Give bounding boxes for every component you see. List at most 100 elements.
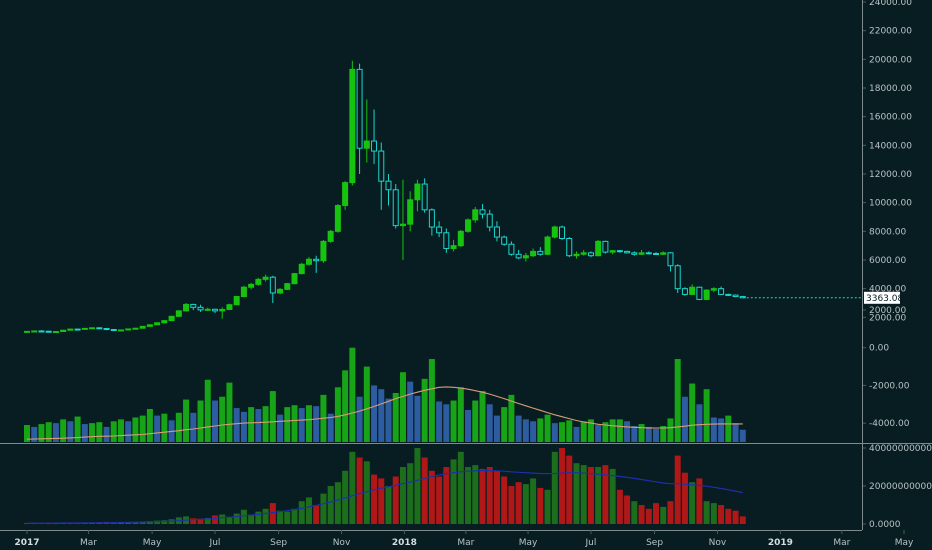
oscillator-bar xyxy=(204,379,211,442)
volume-bar xyxy=(298,501,305,524)
candle-body xyxy=(703,289,710,300)
volume-bar xyxy=(703,501,710,524)
candle-body xyxy=(522,255,529,259)
candle-body xyxy=(38,330,45,333)
y-tick-label: 40000000000.0000 xyxy=(869,444,932,454)
oscillator-bar xyxy=(363,366,370,442)
oscillator-bar xyxy=(421,378,428,442)
candle-body xyxy=(110,329,117,332)
candle-body xyxy=(493,226,500,238)
candle-body xyxy=(392,189,399,227)
candle-body xyxy=(291,273,298,285)
candle-body xyxy=(479,209,486,215)
candle-body xyxy=(638,252,645,255)
volume-bar xyxy=(428,470,435,524)
oscillator-bar xyxy=(595,425,602,442)
candle-body xyxy=(334,205,341,232)
oscillator-bar xyxy=(681,396,688,442)
oscillator-bar xyxy=(96,422,103,442)
volume-bar xyxy=(269,503,276,524)
oscillator-bar xyxy=(103,426,110,442)
volume-bar xyxy=(262,508,269,524)
candle-body xyxy=(60,329,67,333)
candle-body xyxy=(262,276,269,280)
oscillator-bar xyxy=(587,419,594,442)
candle-body xyxy=(132,327,139,330)
last-price-label: 3363.08 xyxy=(866,294,903,304)
volume-bar xyxy=(313,505,320,524)
candle-body xyxy=(428,209,435,228)
volume-bar xyxy=(501,476,508,524)
candle-body xyxy=(436,226,443,234)
candle-body xyxy=(190,303,197,308)
x-tick-label: Jul xyxy=(209,538,221,548)
volume-bar xyxy=(710,503,717,524)
volume-bar xyxy=(725,508,732,524)
candle-body xyxy=(240,286,247,298)
volume-bar xyxy=(219,514,226,524)
candle-body xyxy=(342,182,349,207)
candle-body xyxy=(284,283,291,290)
volume-bar xyxy=(284,511,291,524)
oscillator-bar xyxy=(226,382,233,442)
volume-pane[interactable] xyxy=(24,448,746,525)
oscillator-bar xyxy=(392,392,399,442)
volume-bar xyxy=(587,467,594,524)
volume-bar xyxy=(493,470,500,524)
candle-body xyxy=(544,236,551,255)
candle-body xyxy=(67,328,74,331)
oscillator-bar xyxy=(660,425,667,442)
volume-bar xyxy=(472,465,479,524)
candle-body xyxy=(204,308,211,311)
y-tick-label: 20000000000.0000 xyxy=(869,482,932,492)
volume-bar xyxy=(544,489,551,524)
oscillator-bar xyxy=(233,408,240,442)
candle-body xyxy=(631,252,638,255)
volume-oscillator-pane[interactable] xyxy=(24,347,746,442)
oscillator-bar xyxy=(356,396,363,442)
candle-body xyxy=(718,288,725,295)
oscillator-average-line xyxy=(26,386,743,440)
candle-body xyxy=(508,243,515,255)
oscillator-bar xyxy=(602,422,609,442)
candle-body xyxy=(566,238,573,257)
volume-bar xyxy=(696,478,703,524)
volume-bar xyxy=(349,451,356,524)
volume-bar xyxy=(667,501,674,524)
y-tick-label: 0.0000 xyxy=(869,520,901,530)
candle-body xyxy=(378,150,385,182)
oscillator-bar xyxy=(515,415,522,442)
volume-bar xyxy=(660,506,667,524)
candle-body xyxy=(530,250,537,257)
oscillator-bar xyxy=(89,423,96,442)
candle-body xyxy=(559,226,566,240)
candle-body xyxy=(645,252,652,255)
volume-bar xyxy=(616,489,623,524)
volume-bar xyxy=(197,518,204,524)
x-tick-label: May xyxy=(519,538,538,548)
candle-body xyxy=(399,223,406,227)
candle-body xyxy=(501,236,508,245)
volume-bar xyxy=(414,448,421,524)
candlestick-pane[interactable]: 3363.08 xyxy=(24,60,904,334)
oscillator-bar xyxy=(436,401,443,442)
candle-body xyxy=(674,265,681,290)
oscillator-bar xyxy=(718,418,725,442)
volume-bar xyxy=(479,468,486,524)
volume-bar xyxy=(240,509,247,524)
candle-body xyxy=(117,329,124,332)
x-tick-label: May xyxy=(895,538,914,548)
oscillator-bar xyxy=(197,400,204,442)
oscillator-bar xyxy=(653,428,660,442)
volume-bar xyxy=(392,476,399,524)
oscillator-bar xyxy=(45,422,52,442)
volume-bar xyxy=(602,465,609,524)
candle-body xyxy=(197,306,204,311)
candle-body xyxy=(624,250,631,254)
time-axis[interactable]: v2017MarMayJulSepNov2018MarMayJulSepNov2… xyxy=(0,530,914,548)
volume-bar xyxy=(689,482,696,524)
volume-bar xyxy=(465,467,472,524)
candle-body xyxy=(139,325,146,329)
